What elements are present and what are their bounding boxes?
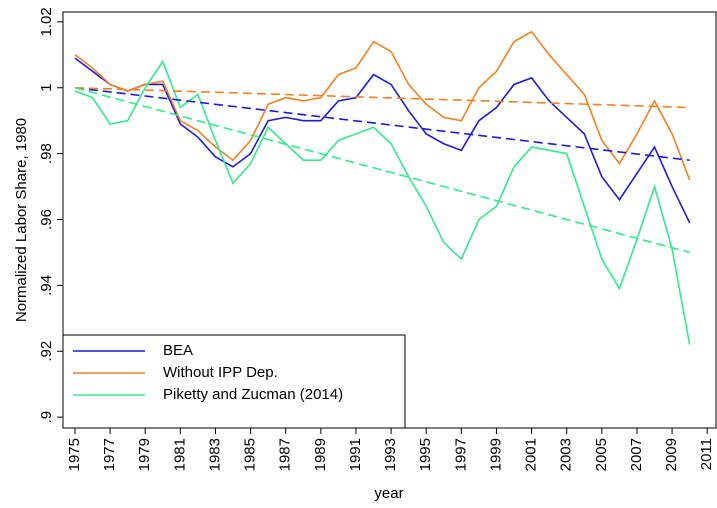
x-axis-title: year	[374, 485, 403, 502]
y-tick-label: .92	[38, 341, 55, 362]
series-line	[74, 30, 691, 181]
x-tick-label: 1995	[417, 438, 434, 471]
legend-box	[62, 334, 406, 429]
x-tick-label: 1987	[277, 438, 294, 471]
x-tick-label: 2001	[523, 438, 540, 471]
x-tick-label: 2003	[558, 438, 575, 471]
x-tick-label: 1999	[487, 438, 504, 471]
y-tick-label: .96	[38, 209, 55, 230]
x-tick-label: 2009	[663, 438, 680, 471]
x-tick-label: 1979	[136, 438, 153, 471]
x-tick-label: 2005	[593, 438, 610, 471]
trend-line	[74, 86, 690, 254]
trend-line	[74, 86, 690, 162]
x-tick-label: 1997	[452, 438, 469, 471]
x-tick-label: 1991	[347, 438, 364, 471]
y-tick-label: .94	[38, 275, 55, 296]
x-tick-label: 1985	[242, 438, 259, 471]
y-axis-title: Normalized Labor Share, 1980	[13, 118, 30, 322]
x-tick-label: 1989	[312, 438, 329, 471]
y-tick-label: .98	[38, 143, 55, 164]
x-tick-label: 1977	[101, 438, 118, 471]
x-tick-label: 1993	[382, 438, 399, 471]
trend-line	[74, 86, 690, 109]
series-line	[74, 57, 691, 224]
x-tick-label: 2007	[628, 438, 645, 471]
x-tick-label: 2011	[698, 438, 715, 470]
legend-label: Piketty and Zucman (2014)	[163, 386, 343, 403]
x-tick-label: 1983	[206, 438, 223, 471]
legend-label: BEA	[163, 342, 193, 359]
y-tick-label: 1.02	[38, 7, 55, 36]
y-tick-label: .9	[38, 411, 55, 424]
x-tick-label: 1975	[66, 438, 83, 471]
legend-label: Without IPP Dep.	[163, 364, 278, 381]
x-tick-label: 1981	[171, 438, 188, 471]
y-tick-label: 1	[38, 84, 55, 92]
